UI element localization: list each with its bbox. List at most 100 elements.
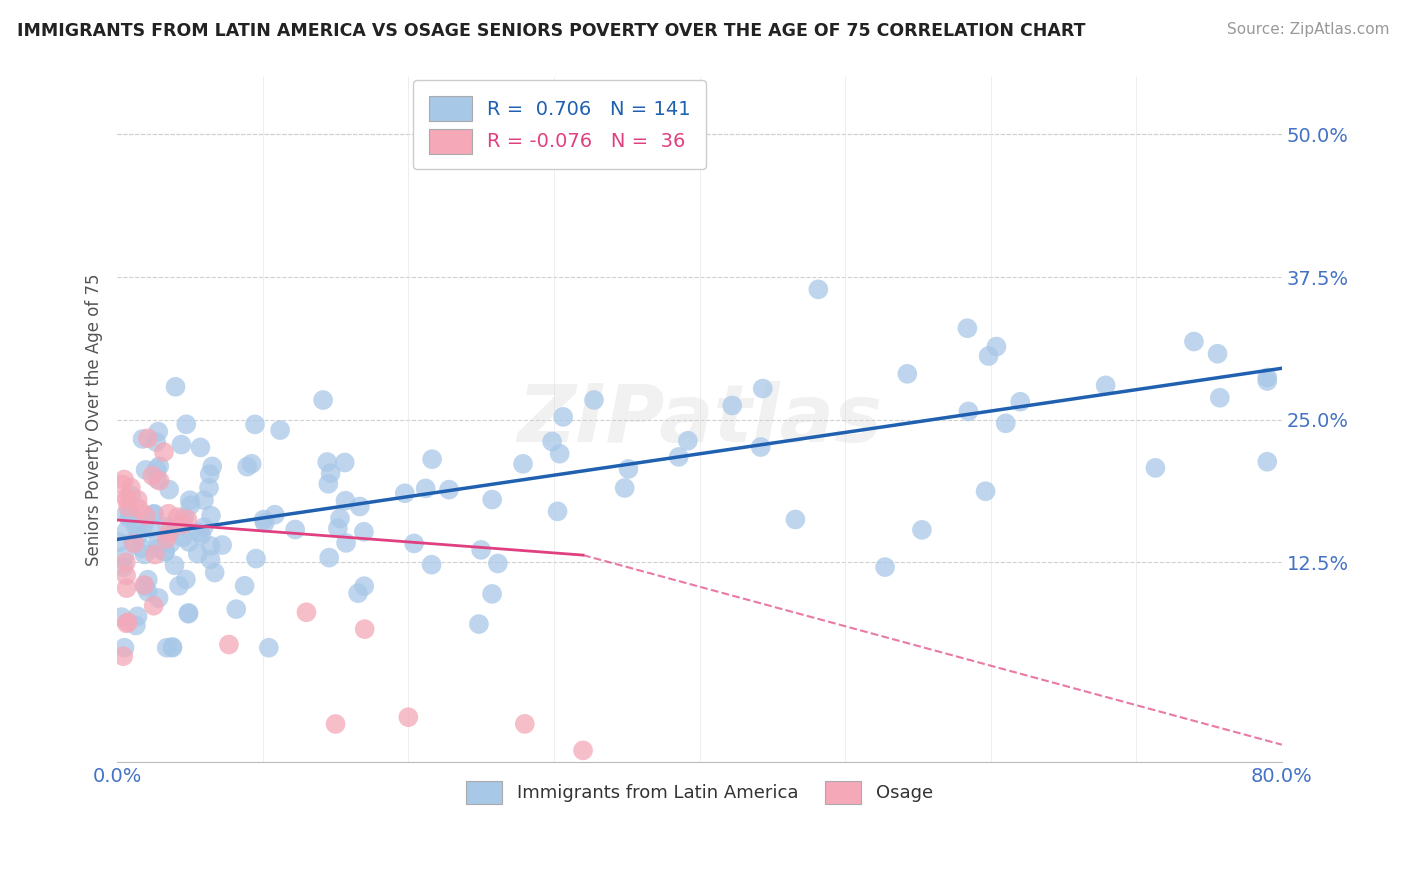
Point: [122, 536, 145, 550]
Point: [404, 536, 426, 550]
Point: [165, 380, 187, 394]
Point: [117, 492, 139, 507]
Point: [236, 459, 259, 474]
Point: [437, 483, 460, 497]
Point: [177, 607, 200, 621]
Point: [200, 508, 222, 523]
Point: [316, 455, 339, 469]
Point: [112, 560, 135, 574]
Point: [146, 541, 169, 556]
Point: [553, 409, 575, 424]
Point: [134, 578, 156, 592]
Point: [253, 512, 276, 526]
Point: [325, 717, 347, 731]
Point: [134, 548, 156, 562]
Point: [134, 579, 156, 593]
Point: [143, 507, 166, 521]
Text: Source: ZipAtlas.com: Source: ZipAtlas.com: [1226, 22, 1389, 37]
Point: [136, 584, 159, 599]
Point: [172, 517, 194, 532]
Point: [295, 605, 318, 619]
Point: [541, 434, 564, 449]
Point: [173, 510, 195, 524]
Point: [146, 472, 169, 486]
Point: [111, 477, 134, 491]
Point: [155, 532, 177, 546]
Point: [115, 524, 138, 538]
Point: [118, 511, 141, 525]
Point: [142, 508, 165, 522]
Point: [318, 550, 340, 565]
Point: [201, 459, 224, 474]
Point: [319, 467, 342, 481]
Point: [115, 616, 138, 631]
Point: [153, 545, 176, 559]
Point: [136, 431, 159, 445]
Point: [974, 484, 997, 499]
Point: [200, 539, 222, 553]
Point: [115, 491, 138, 506]
Point: [115, 508, 138, 522]
Point: [142, 599, 165, 613]
Point: [1010, 394, 1032, 409]
Point: [481, 492, 503, 507]
Point: [420, 452, 443, 467]
Point: [481, 587, 503, 601]
Point: [170, 437, 193, 451]
Point: [1256, 455, 1278, 469]
Point: [326, 521, 349, 535]
Point: [896, 367, 918, 381]
Point: [135, 508, 157, 523]
Point: [333, 456, 356, 470]
Point: [120, 488, 142, 502]
Point: [127, 609, 149, 624]
Point: [179, 498, 201, 512]
Point: [174, 573, 197, 587]
Point: [187, 547, 209, 561]
Point: [157, 507, 180, 521]
Point: [956, 321, 979, 335]
Point: [167, 579, 190, 593]
Point: [163, 558, 186, 573]
Point: [141, 468, 163, 483]
Point: [187, 525, 209, 540]
Point: [157, 524, 180, 539]
Point: [548, 447, 571, 461]
Point: [122, 535, 145, 549]
Point: [1256, 374, 1278, 388]
Point: [957, 404, 980, 418]
Point: [394, 486, 416, 500]
Point: [118, 507, 141, 521]
Point: [751, 382, 773, 396]
Point: [547, 504, 569, 518]
Point: [198, 481, 221, 495]
Point: [245, 551, 267, 566]
Point: [572, 743, 595, 757]
Point: [117, 500, 139, 514]
Point: [179, 493, 201, 508]
Point: [721, 399, 744, 413]
Point: [513, 717, 536, 731]
Point: [190, 528, 212, 542]
Point: [198, 467, 221, 482]
Point: [166, 510, 188, 524]
Point: [128, 502, 150, 516]
Point: [148, 425, 170, 439]
Point: [676, 434, 699, 448]
Point: [668, 450, 690, 464]
Point: [415, 482, 437, 496]
Point: [149, 474, 172, 488]
Point: [1209, 391, 1232, 405]
Point: [263, 508, 285, 522]
Legend: Immigrants from Latin America, Osage: Immigrants from Latin America, Osage: [456, 771, 943, 814]
Point: [353, 622, 375, 636]
Point: [318, 476, 340, 491]
Point: [125, 618, 148, 632]
Point: [120, 481, 142, 495]
Point: [172, 530, 194, 544]
Y-axis label: Seniors Poverty Over the Age of 75: Seniors Poverty Over the Age of 75: [86, 273, 103, 566]
Point: [174, 417, 197, 432]
Point: [177, 535, 200, 549]
Point: [131, 541, 153, 556]
Point: [353, 524, 375, 539]
